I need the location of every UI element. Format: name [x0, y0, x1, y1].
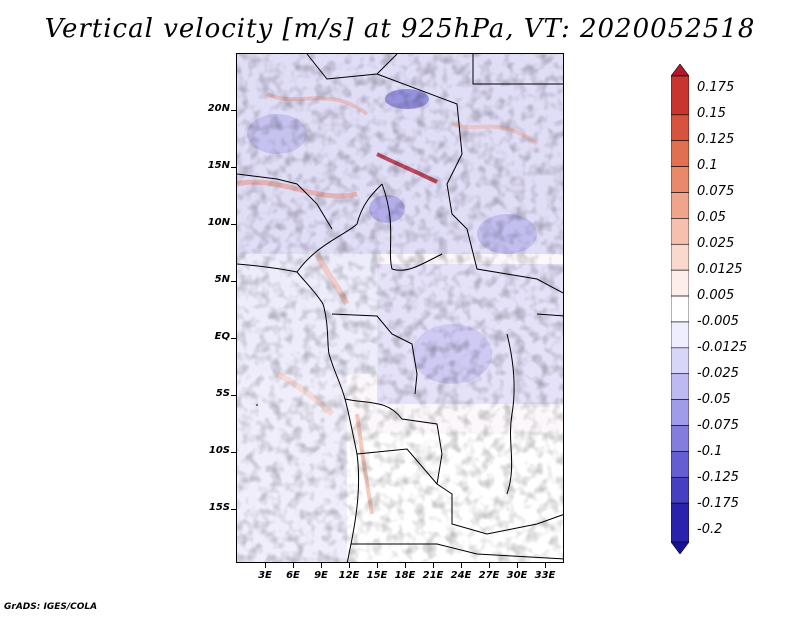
colorbar-segment: [671, 218, 689, 245]
colorbar-segment: [671, 347, 689, 375]
tick-15E: [377, 563, 378, 568]
colorbar-segment: [671, 373, 689, 400]
colorbar-segment: [671, 321, 689, 349]
colorbar-label: 0.125: [697, 132, 735, 147]
colorbar-segment: [671, 192, 689, 219]
tick-5N: [231, 281, 236, 282]
colorbar-label: -0.005: [697, 314, 739, 329]
colorbar-segment: [671, 399, 689, 426]
tick-12E: [349, 563, 350, 568]
map-panel: [236, 53, 564, 563]
colorbar-segment: [671, 295, 689, 323]
lon-label-3E: 3E: [258, 570, 272, 581]
colorbar-segment: [671, 502, 689, 543]
lon-label-15E: 15E: [366, 570, 388, 581]
lon-label-21E: 21E: [422, 570, 444, 581]
tick-21E: [433, 563, 434, 568]
lat-label-5N: 5N: [214, 274, 230, 285]
colorbar-segment: [671, 75, 689, 116]
lat-label-15S: 15S: [208, 502, 230, 513]
colorbar-label: -0.05: [697, 392, 731, 407]
colorbar-label: -0.025: [697, 366, 739, 381]
tick-33E: [545, 563, 546, 568]
tick-5S: [231, 395, 236, 396]
tick-24E: [461, 563, 462, 568]
colorbar-label: -0.125: [697, 470, 739, 485]
tick-30E: [517, 563, 518, 568]
lon-label-9E: 9E: [314, 570, 328, 581]
tick-3E: [265, 563, 266, 568]
tick-EQ: [231, 338, 236, 339]
colorbar-label: -0.2: [697, 522, 723, 537]
lon-label-24E: 24E: [450, 570, 472, 581]
colorbar-segment: [671, 451, 689, 478]
colorbar-segment: [671, 243, 689, 271]
colorbar-segment: [671, 425, 689, 452]
lat-label-5S: 5S: [215, 388, 230, 399]
colorbar: [671, 64, 689, 554]
lat-label-10S: 10S: [208, 445, 230, 456]
colorbar-label: 0.175: [697, 80, 735, 95]
colorbar-bottom-triangle: [671, 541, 689, 554]
colorbar-label: 0.15: [697, 106, 726, 121]
colorbar-top-triangle: [671, 64, 689, 77]
lat-label-10N: 10N: [207, 217, 230, 228]
lon-label-6E: 6E: [286, 570, 300, 581]
tick-15S: [231, 509, 236, 510]
tick-9E: [321, 563, 322, 568]
colorbar-label: 0.05: [697, 210, 726, 225]
chart-title: Vertical velocity [m/s] at 925hPa, VT: 2…: [44, 14, 756, 44]
tick-15N: [231, 167, 236, 168]
colorbar-label: -0.0125: [697, 340, 748, 355]
colorbar-label: -0.1: [697, 444, 723, 459]
lat-label-EQ: EQ: [214, 331, 230, 342]
colorbar-label: 0.075: [697, 184, 735, 199]
lon-label-18E: 18E: [394, 570, 416, 581]
lon-label-27E: 27E: [478, 570, 500, 581]
colorbar-segment: [671, 140, 689, 167]
grads-credit: GrADS: IGES/COLA: [4, 602, 98, 612]
colorbar-label: -0.075: [697, 418, 739, 433]
tick-10N: [231, 224, 236, 225]
colorbar-label: 0.0125: [697, 262, 743, 277]
tick-20N: [231, 110, 236, 111]
colorbar-segment: [671, 476, 689, 504]
lon-label-30E: 30E: [506, 570, 528, 581]
tick-18E: [405, 563, 406, 568]
colorbar-label: 0.025: [697, 236, 735, 251]
colorbar-segment: [671, 269, 689, 297]
country-borders: [237, 54, 563, 562]
colorbar-segment: [671, 114, 689, 142]
colorbar-segment: [671, 166, 689, 193]
lat-label-20N: 20N: [207, 103, 230, 114]
colorbar-label: 0.005: [697, 288, 735, 303]
tick-6E: [293, 563, 294, 568]
lon-label-12E: 12E: [338, 570, 360, 581]
colorbar-label: -0.175: [697, 496, 739, 511]
tick-10S: [231, 452, 236, 453]
field-texture: [237, 54, 563, 562]
tick-27E: [489, 563, 490, 568]
lat-label-15N: 15N: [207, 160, 230, 171]
lon-label-33E: 33E: [534, 570, 556, 581]
colorbar-label: 0.1: [697, 158, 718, 173]
